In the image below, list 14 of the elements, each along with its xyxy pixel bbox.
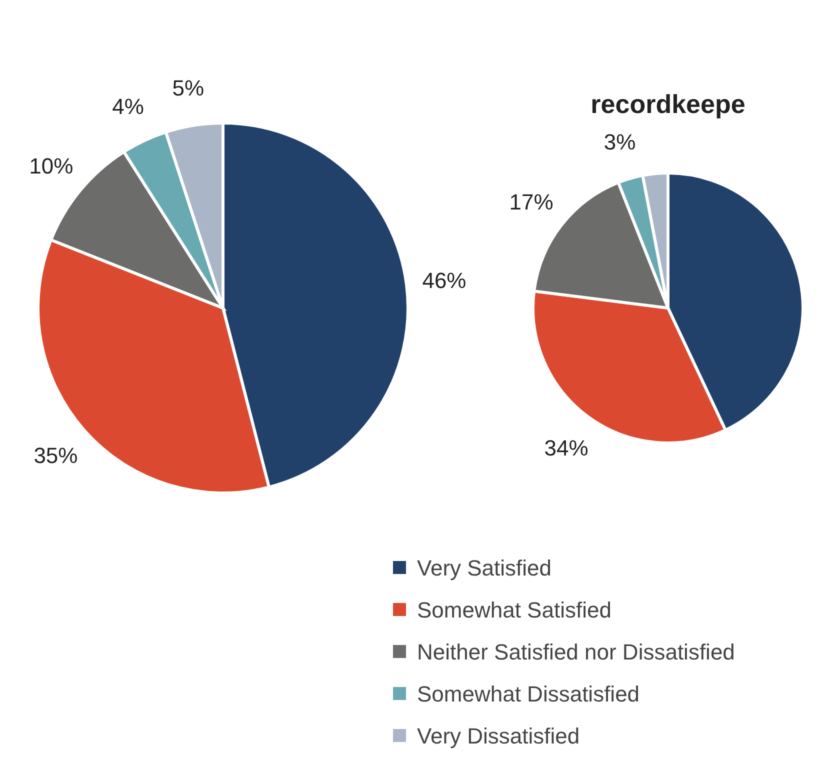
legend-label: Very Dissatisfied <box>417 724 580 749</box>
legend-label: Very Satisfied <box>417 556 552 581</box>
data-label: 17% <box>509 190 554 215</box>
data-label: 4% <box>112 94 144 119</box>
data-label: 46% <box>422 268 466 293</box>
data-label: 3% <box>604 130 636 155</box>
legend-label: Neither Satisfied nor Dissatisfied <box>417 640 735 665</box>
legend-label: Somewhat Satisfied <box>417 598 612 623</box>
data-label: 10% <box>29 154 74 179</box>
legend-label: Somewhat Dissatisfied <box>417 682 640 707</box>
data-label: 34% <box>544 436 588 461</box>
data-label: 5% <box>172 75 204 100</box>
chart-title: recordkeepe <box>590 89 746 119</box>
data-label: 35% <box>34 443 78 468</box>
